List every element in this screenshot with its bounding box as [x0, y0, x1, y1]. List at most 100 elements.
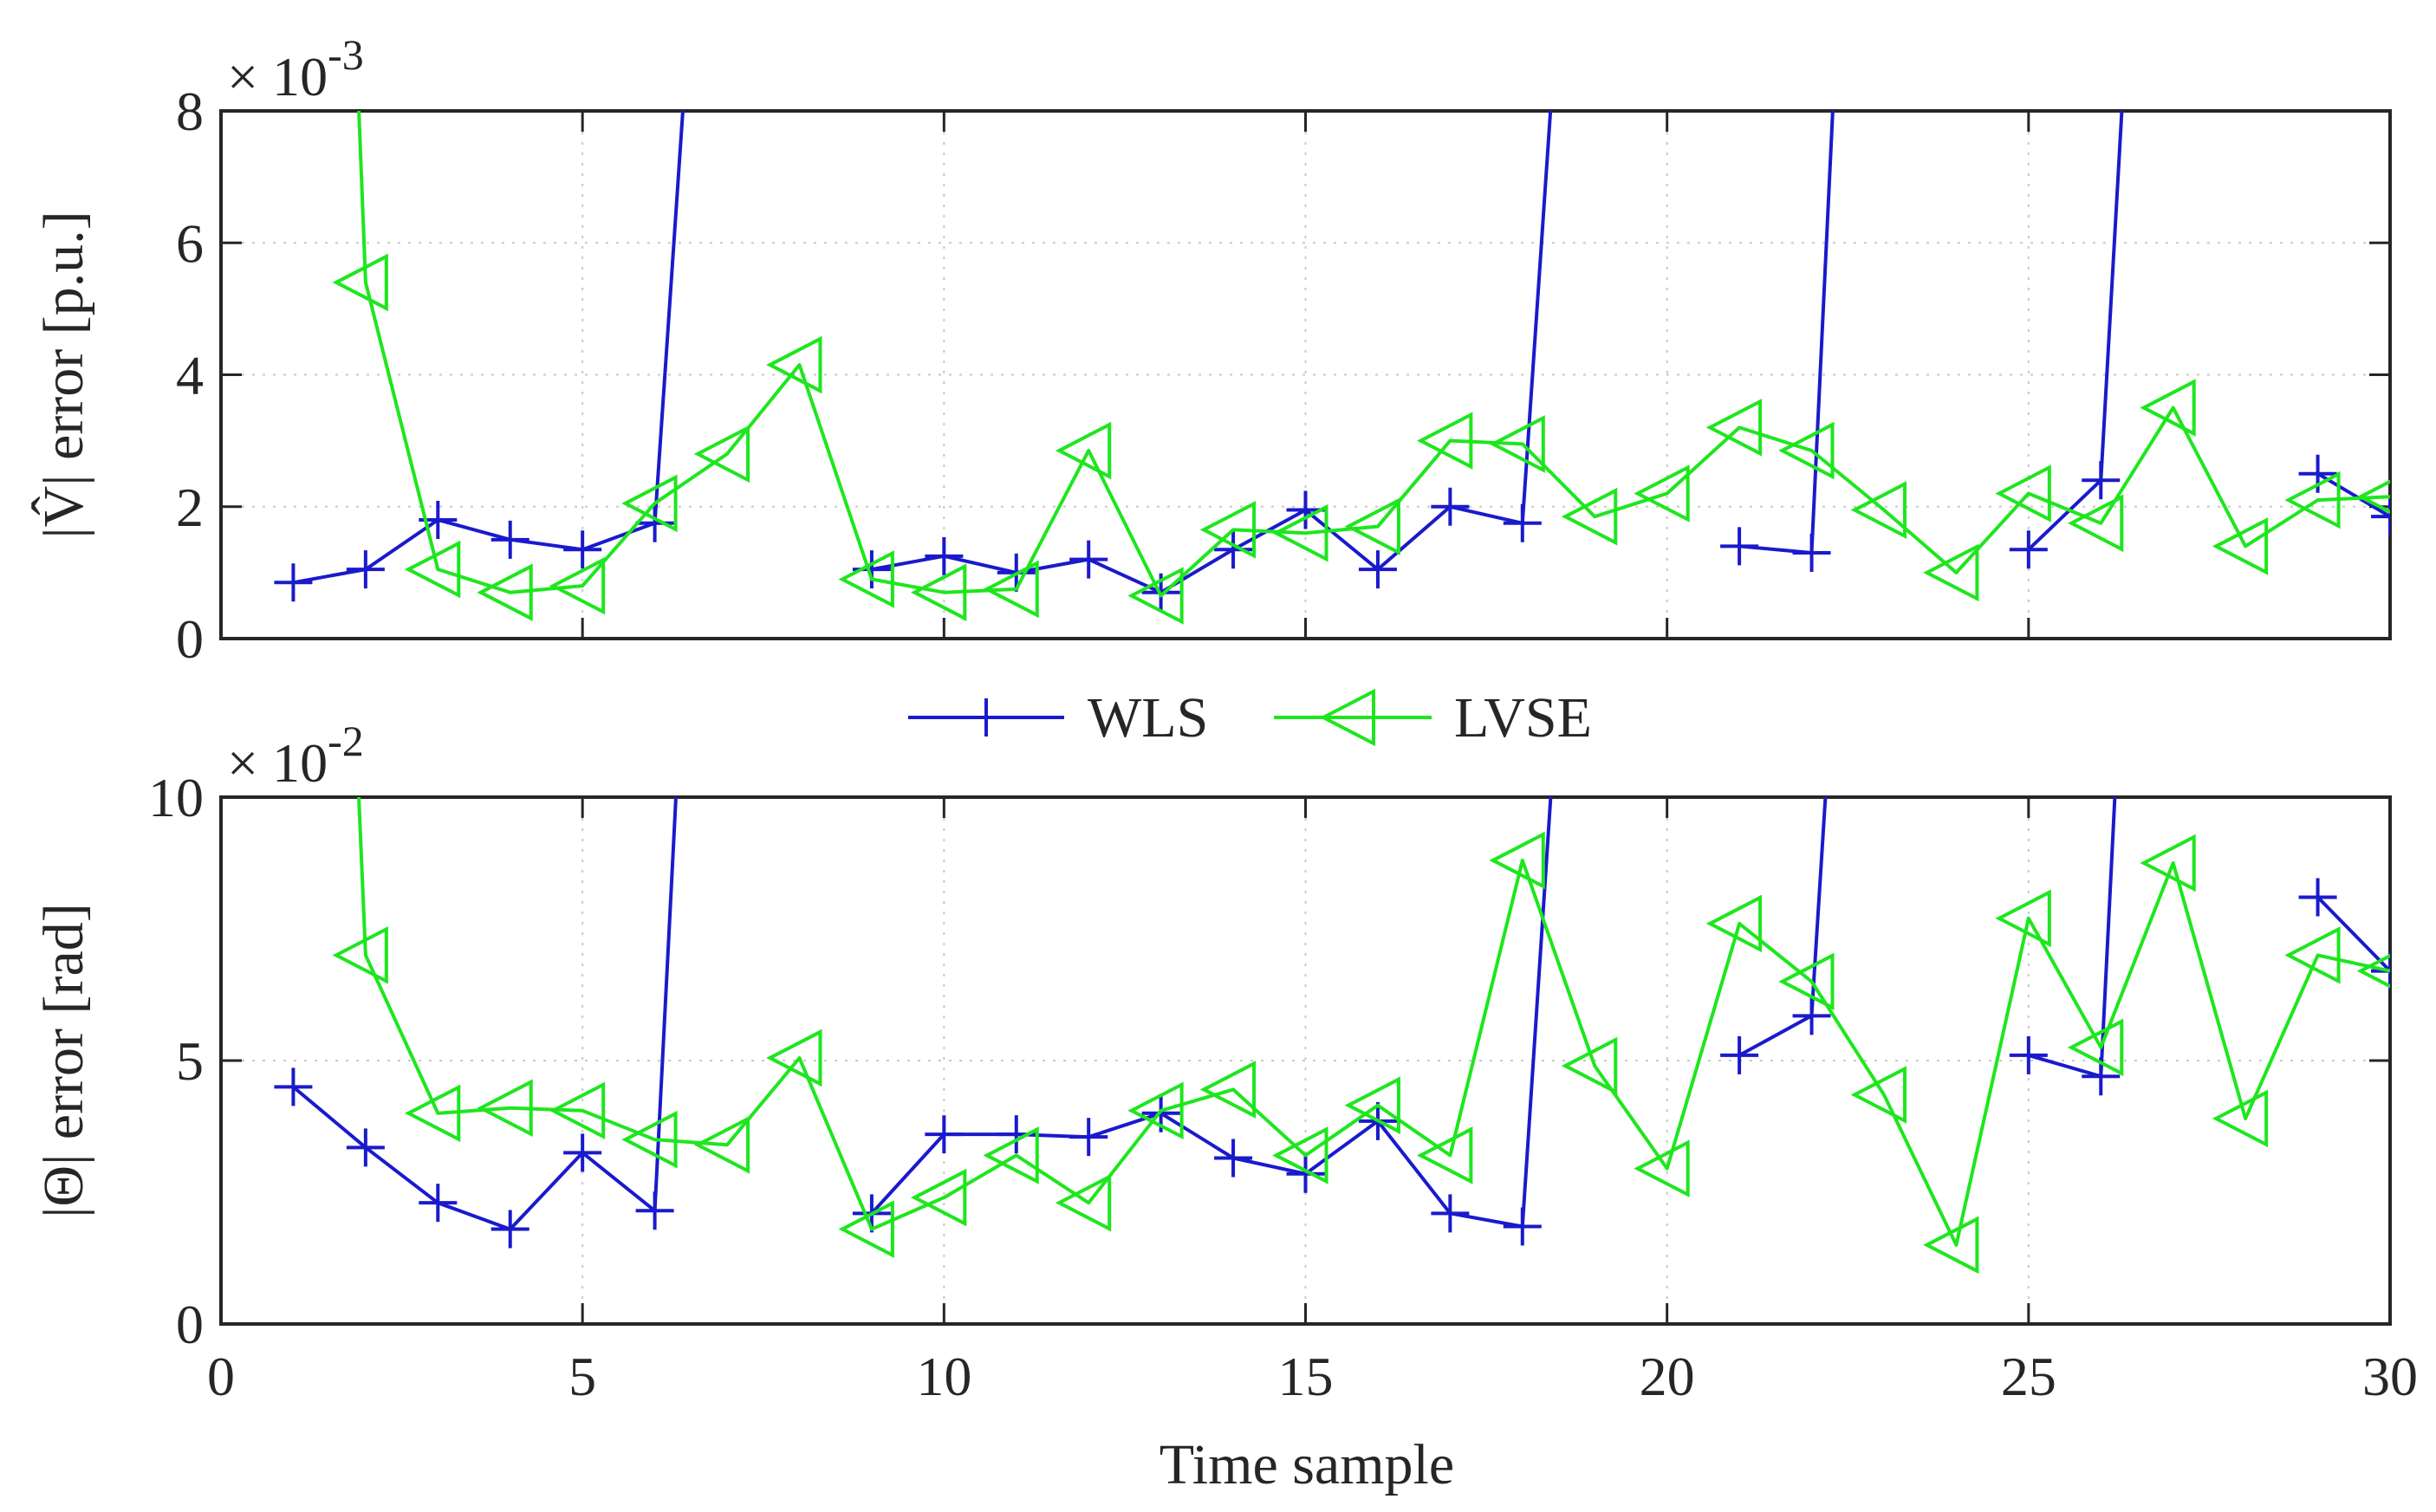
lvse-marker: [1127, 1081, 1184, 1140]
x-tick-label: 5: [568, 1346, 596, 1407]
wls-marker: [490, 1210, 529, 1249]
y-exponent-label: × 10-3: [227, 30, 364, 107]
series-lvse: [332, 111, 2390, 625]
series-line-wls: [292, 797, 2390, 1231]
lvse-marker: [1055, 421, 1112, 480]
lvse-marker: [1055, 1173, 1112, 1232]
legend-lvse-marker: [1319, 688, 1375, 747]
series-line-lvse: [357, 111, 2390, 598]
legend-wls-label: WLS: [1088, 686, 1208, 750]
lvse-marker: [1199, 501, 1257, 559]
lvse-marker: [766, 335, 822, 394]
wls-marker: [1503, 503, 1542, 542]
lvse-marker: [1489, 415, 1545, 473]
wls-marker: [1358, 550, 1397, 589]
wls-marker: [274, 1067, 313, 1106]
x-axis-label: Time sample: [1160, 1433, 1454, 1496]
lvse-marker: [838, 550, 894, 608]
wls-marker: [1792, 534, 1831, 573]
y-tick-label: 2: [176, 477, 204, 538]
lvse-marker: [1705, 399, 1763, 457]
y-tick-label: 6: [176, 212, 204, 274]
y-tick-label: 0: [176, 608, 204, 670]
wls-marker: [2298, 878, 2337, 917]
lvse-marker: [2356, 953, 2390, 989]
grid: [221, 797, 2390, 1324]
grid: [221, 111, 2390, 639]
lvse-marker: [1705, 894, 1763, 953]
legend-lvse-triangle: [1319, 688, 1375, 747]
y-exponent-label: × 10-2: [227, 717, 364, 794]
wls-marker: [2371, 951, 2390, 990]
lvse-marker: [2212, 517, 2269, 575]
lvse-marker: [983, 1126, 1039, 1184]
lvse-marker: [1199, 1061, 1257, 1119]
lvse-marker: [1634, 1139, 1690, 1197]
legend-wls-marker: [967, 698, 1005, 737]
series-lvse: [332, 797, 2390, 1275]
wls-marker: [1286, 1154, 1325, 1193]
lvse-marker: [2356, 479, 2390, 515]
lvse-marker: [1417, 412, 1473, 470]
wls-marker: [635, 503, 674, 542]
x-tick-label: 0: [207, 1346, 235, 1407]
y-exponent-value: -2: [328, 717, 364, 765]
wls-marker: [346, 1128, 385, 1167]
wls-marker: [1720, 527, 1759, 566]
x-tick-label: 25: [2001, 1346, 2056, 1407]
wls-marker: [2082, 461, 2121, 500]
wls-marker: [2009, 530, 2048, 569]
lvse-marker: [910, 1168, 967, 1227]
lvse-marker: [2140, 379, 2196, 437]
lvse-marker: [332, 926, 388, 984]
lvse-marker: [1127, 567, 1184, 625]
lvse-marker: [477, 1079, 533, 1138]
wls-marker: [2298, 454, 2337, 493]
wls-marker: [2009, 1035, 2048, 1074]
wls-marker: [1069, 1118, 1108, 1157]
lvse-marker: [983, 560, 1039, 619]
lvse-marker: [1850, 481, 1907, 539]
lvse-marker: [1778, 952, 1835, 1011]
wls-marker: [1214, 530, 1253, 569]
wls-marker: [563, 1133, 602, 1172]
wls-marker: [1720, 1035, 1759, 1074]
y-tick-label: 5: [176, 1030, 204, 1092]
lvse-marker: [693, 1115, 750, 1174]
wls-marker: [346, 550, 385, 589]
legend-wls-plus: [967, 698, 1005, 737]
lvse-marker: [621, 1110, 678, 1169]
wls-marker: [1792, 996, 1831, 1035]
lvse-marker: [1272, 503, 1328, 562]
lvse-marker: [549, 556, 606, 615]
lvse-marker: [838, 1200, 894, 1258]
lvse-marker: [2284, 926, 2341, 984]
lvse-marker: [1634, 464, 1690, 522]
wls-marker: [2371, 497, 2390, 536]
lvse-marker: [2067, 494, 2124, 553]
legend-lvse-label: LVSE: [1454, 686, 1592, 750]
wls-marker: [490, 520, 529, 559]
wls-marker: [925, 536, 964, 575]
lvse-marker: [1561, 1036, 1618, 1095]
series-line-wls: [293, 111, 2390, 594]
wls-marker: [1431, 487, 1470, 526]
lvse-marker: [1272, 1126, 1328, 1184]
lvse-marker: [766, 1029, 822, 1087]
lvse-marker: [404, 540, 461, 599]
wls-marker: [925, 1115, 964, 1154]
lvse-marker: [621, 474, 678, 533]
lvse-marker: [549, 1081, 606, 1140]
wls-marker: [1069, 540, 1108, 579]
lvse-marker: [1923, 1216, 1979, 1275]
y-exponent-value: -3: [328, 30, 364, 79]
y-axis-label: |Θ| error [rad]: [32, 903, 95, 1218]
lvse-marker: [404, 1084, 461, 1143]
wls-marker: [1503, 1207, 1542, 1246]
y-tick-label: 8: [176, 81, 204, 142]
x-tick-label: 15: [1278, 1346, 1334, 1407]
lvse-marker: [1489, 831, 1545, 890]
lvse-marker: [1923, 543, 1979, 602]
lvse-marker: [2212, 1089, 2269, 1148]
